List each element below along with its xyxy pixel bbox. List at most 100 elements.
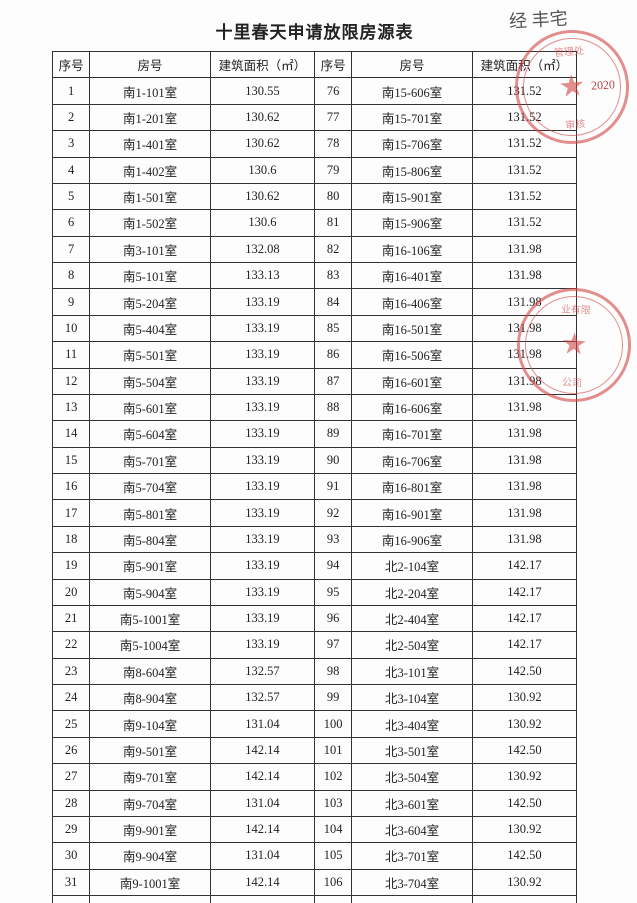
cell-room: 南5-701室: [90, 447, 211, 473]
cell-area: 130.92: [472, 816, 576, 842]
cell-seq: 17: [53, 500, 90, 526]
cell-seq: 21: [53, 605, 90, 631]
cell-room: 南16-706室: [352, 447, 473, 473]
cell-room: 北2-404室: [352, 605, 473, 631]
cell-room: 南8-604室: [90, 658, 211, 684]
header-area-left: 建筑面积（㎡）: [210, 52, 314, 78]
cell-seq: 11: [53, 342, 90, 368]
cell-seq: 24: [53, 685, 90, 711]
table-row: 9南5-204室133.1984南16-406室131.98: [53, 289, 577, 315]
cell-room: 南1-201室: [90, 104, 211, 130]
cell-area: 131.52: [472, 131, 576, 157]
handwriting-small: 2020: [591, 77, 616, 93]
cell-room: 南5-604室: [90, 421, 211, 447]
cell-seq: 83: [314, 263, 351, 289]
cell-area: 130.62: [210, 183, 314, 209]
cell-area: 131.98: [472, 394, 576, 420]
cell-seq: 22: [53, 632, 90, 658]
cell-room: 南9-1004室: [90, 896, 211, 903]
cell-seq: 19: [53, 553, 90, 579]
table-row: 1南1-101室130.5576南15-606室131.52: [53, 78, 577, 104]
cell-area: 131.98: [472, 342, 576, 368]
cell-area: 130.92: [472, 764, 576, 790]
table-row: 7南3-101室132.0882南16-106室131.98: [53, 236, 577, 262]
page-title: 十里春天申请放限房源表: [52, 18, 577, 43]
cell-room: 南15-701室: [352, 104, 473, 130]
cell-room: 南16-901室: [352, 500, 473, 526]
cell-area: 142.14: [210, 764, 314, 790]
cell-seq: 18: [53, 526, 90, 552]
cell-room: 北3-501室: [352, 737, 473, 763]
table-row: 2南1-201室130.6277南15-701室131.52: [53, 104, 577, 130]
cell-room: 北2-504室: [352, 632, 473, 658]
table-row: 30南9-904室131.04105北3-701室142.50: [53, 843, 577, 869]
cell-area: 130.6: [210, 157, 314, 183]
cell-area: 131.98: [472, 421, 576, 447]
cell-room: 北2-104室: [352, 553, 473, 579]
cell-area: 131.98: [472, 474, 576, 500]
cell-room: 北3-601室: [352, 790, 473, 816]
cell-room: 南9-704室: [90, 790, 211, 816]
table-row: 29南9-901室142.14104北3-604室130.92: [53, 816, 577, 842]
cell-area: 133.19: [210, 500, 314, 526]
cell-area: 133.19: [210, 605, 314, 631]
cell-room: 南5-504室: [90, 368, 211, 394]
cell-area: 131.98: [472, 526, 576, 552]
cell-seq: 81: [314, 210, 351, 236]
cell-seq: 4: [53, 157, 90, 183]
cell-area: 130.92: [472, 869, 576, 895]
table-row: 17南5-801室133.1992南16-901室131.98: [53, 500, 577, 526]
cell-room: 北2-204室: [352, 579, 473, 605]
cell-area: 132.08: [210, 236, 314, 262]
cell-area: 142.14: [210, 737, 314, 763]
cell-area: 131.98: [472, 368, 576, 394]
cell-seq: 78: [314, 131, 351, 157]
cell-seq: 14: [53, 421, 90, 447]
table-body: 1南1-101室130.5576南15-606室131.522南1-201室13…: [53, 78, 577, 903]
cell-seq: 85: [314, 315, 351, 341]
table-row: 19南5-901室133.1994北2-104室142.17: [53, 553, 577, 579]
cell-seq: 16: [53, 474, 90, 500]
cell-area: 131.52: [472, 78, 576, 104]
header-area-right: 建筑面积（㎡）: [472, 52, 576, 78]
cell-room: 南5-801室: [90, 500, 211, 526]
cell-seq: 106: [314, 869, 351, 895]
cell-room: 南15-806室: [352, 157, 473, 183]
table-row: 22南5-1004室133.1997北2-504室142.17: [53, 632, 577, 658]
cell-seq: 9: [53, 289, 90, 315]
cell-area: 130.62: [210, 131, 314, 157]
cell-room: 南3-101室: [90, 236, 211, 262]
table-row: 25南9-104室131.04100北3-404室130.92: [53, 711, 577, 737]
cell-area: 130.6: [210, 210, 314, 236]
cell-room: 北3-704室: [352, 869, 473, 895]
cell-seq: 105: [314, 843, 351, 869]
table-row: 24南8-904室132.5799北3-104室130.92: [53, 685, 577, 711]
cell-seq: 98: [314, 658, 351, 684]
cell-area: 131.98: [472, 263, 576, 289]
cell-area: 133.19: [210, 632, 314, 658]
table-row: 18南5-804室133.1993南16-906室131.98: [53, 526, 577, 552]
cell-room: 南5-904室: [90, 579, 211, 605]
cell-room: 南15-606室: [352, 78, 473, 104]
table-row: 12南5-504室133.1987南16-601室131.98: [53, 368, 577, 394]
cell-seq: 88: [314, 394, 351, 420]
cell-room: 南16-401室: [352, 263, 473, 289]
cell-room: 南1-402室: [90, 157, 211, 183]
cell-seq: 32: [53, 896, 90, 903]
cell-area: 131.04: [210, 896, 314, 903]
cell-seq: 29: [53, 816, 90, 842]
cell-room: 南5-601室: [90, 394, 211, 420]
cell-room: 北3-701室: [352, 843, 473, 869]
cell-area: 133.19: [210, 394, 314, 420]
cell-area: 142.17: [472, 553, 576, 579]
cell-seq: 94: [314, 553, 351, 579]
cell-area: 130.92: [472, 711, 576, 737]
table-row: 13南5-601室133.1988南16-606室131.98: [53, 394, 577, 420]
cell-room: 南15-901室: [352, 183, 473, 209]
cell-seq: 93: [314, 526, 351, 552]
cell-area: 133.19: [210, 421, 314, 447]
cell-seq: 2: [53, 104, 90, 130]
cell-area: 131.98: [472, 447, 576, 473]
cell-seq: 25: [53, 711, 90, 737]
cell-room: 南9-901室: [90, 816, 211, 842]
